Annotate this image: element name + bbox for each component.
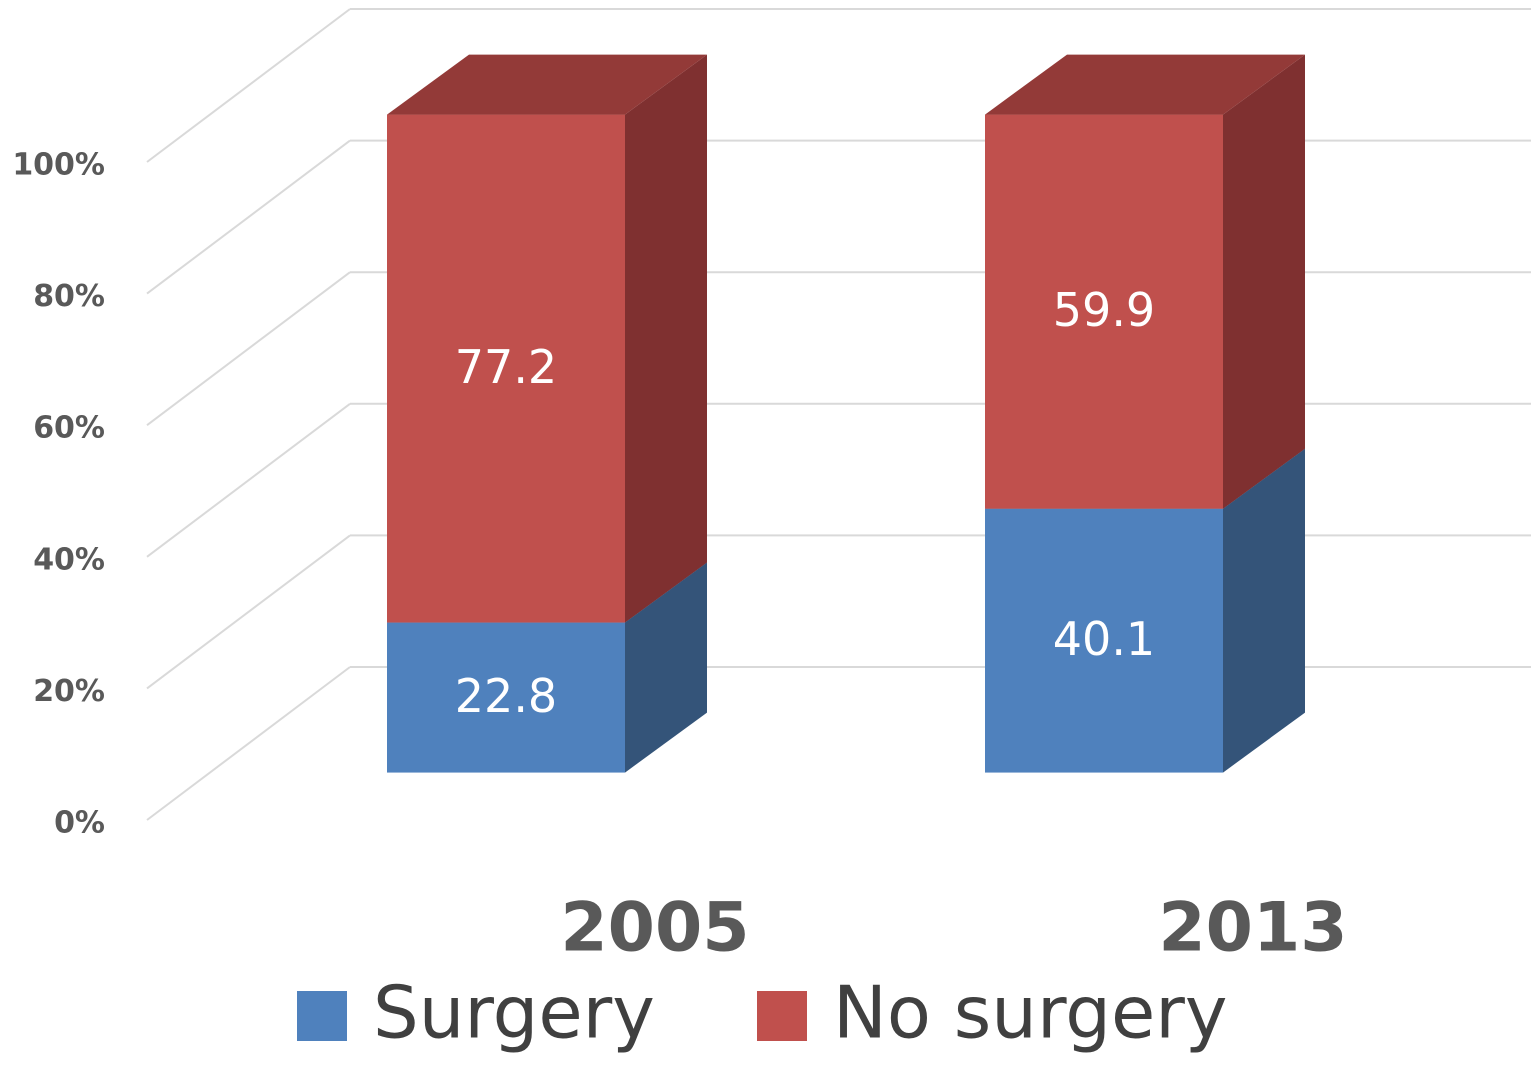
bar-side [1223, 54, 1305, 509]
data-label: 77.2 [455, 340, 557, 394]
bar-side [1223, 448, 1305, 773]
grid-line [146, 666, 351, 821]
grid-line [146, 139, 351, 295]
bar-front [985, 508, 1223, 773]
data-label: 59.9 [1053, 283, 1155, 337]
bar-front [985, 114, 1223, 509]
bar-top [985, 54, 1305, 115]
data-label: 22.8 [455, 669, 557, 723]
x-tick-label: 2013 [1158, 889, 1347, 968]
bar-top [387, 54, 707, 115]
bar-front [387, 114, 625, 623]
grid-line [146, 271, 351, 426]
bar-side [625, 54, 707, 623]
legend-swatch [757, 991, 807, 1041]
y-tick-label: 20% [33, 674, 105, 709]
y-tick-label: 40% [33, 542, 105, 577]
legend-label: Surgery [373, 971, 655, 1055]
legend-label: No surgery [833, 971, 1228, 1055]
grid-line [146, 8, 351, 163]
y-tick-label: 60% [33, 411, 105, 446]
y-tick-label: 0% [54, 806, 105, 841]
grid-line [146, 534, 351, 690]
x-tick-label: 2005 [560, 889, 749, 968]
y-tick-label: 100% [12, 148, 105, 183]
bar-side [625, 562, 707, 773]
legend-swatch [297, 991, 347, 1041]
y-tick-label: 80% [33, 279, 105, 314]
grid-line [146, 403, 351, 558]
bar-front [387, 622, 625, 773]
data-label: 40.1 [1053, 612, 1155, 666]
